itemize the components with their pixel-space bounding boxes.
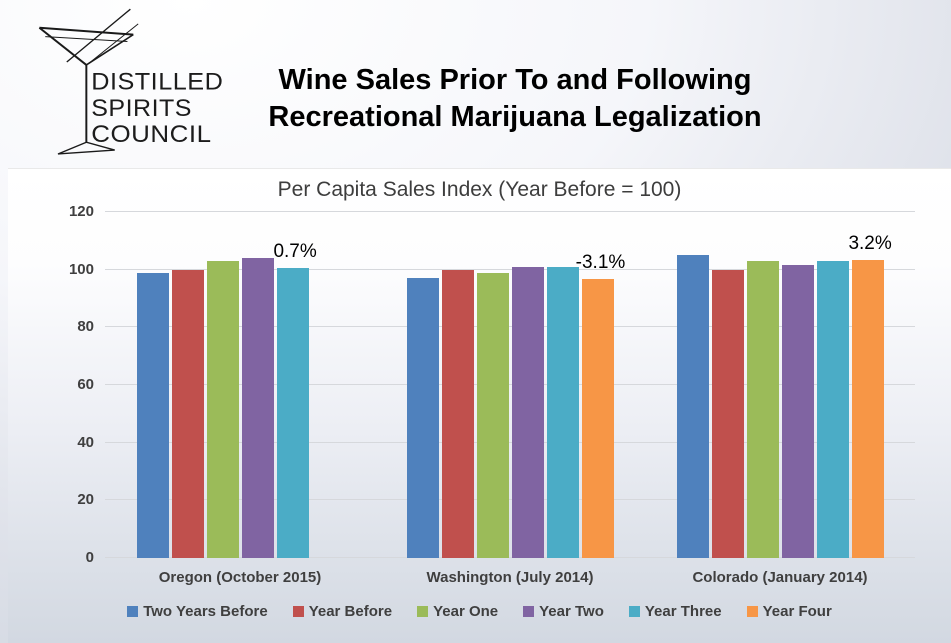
gridline	[105, 441, 915, 443]
slide-title-line1: Wine Sales Prior To and Following	[278, 64, 752, 96]
logo-text-line1: DISTILLED	[91, 68, 223, 95]
bar-year-four: 3.2%	[848, 233, 892, 558]
legend-label: Year One	[433, 603, 499, 620]
bar-year-two	[241, 258, 274, 558]
y-axis-tick-label: 60	[77, 376, 94, 393]
bar-year-two	[781, 265, 814, 558]
bar-group: 3.2%	[645, 212, 915, 558]
bar-group: 0.7%	[105, 212, 375, 558]
gridline	[105, 384, 915, 385]
legend-item: Year Two	[523, 603, 604, 620]
legend-swatch-year-before	[292, 606, 304, 617]
legend-label: Year Three	[644, 603, 722, 620]
chart-panel: Per Capita Sales Index (Year Before = 10…	[8, 168, 951, 643]
legend-label: Year Two	[539, 603, 604, 620]
legend-swatch-two-years-before	[127, 606, 139, 617]
legend-item: Year One	[417, 603, 498, 620]
data-label: 3.2%	[848, 233, 892, 255]
legend-label: Year Before	[308, 603, 393, 620]
chart-title: Per Capita Sales Index (Year Before = 10…	[277, 178, 682, 201]
bar-year-three: 0.7%	[273, 241, 317, 558]
y-axis-tick-label: 80	[77, 318, 94, 336]
x-axis-category-label: Washington (July 2014)	[426, 569, 594, 586]
y-axis-tick-label: 100	[68, 260, 94, 278]
data-label: 0.7%	[273, 240, 317, 262]
slide-title-line2: Recreational Marijuana Legalization	[268, 101, 762, 133]
legend-swatch-year-three	[628, 606, 640, 617]
legend-item: Year Before	[292, 603, 393, 620]
martini-glass-icon: DISTILLED SPIRITS COUNCIL	[38, 8, 223, 155]
bar-year-before	[171, 269, 204, 558]
bar-year-three	[816, 261, 849, 558]
y-axis-tick-label: 20	[77, 491, 94, 509]
legend-label: Two Years Before	[143, 603, 268, 620]
x-axis-category-label: Colorado (January 2014)	[692, 569, 868, 586]
bar-year-three	[546, 266, 579, 558]
legend-item: Year Three	[628, 603, 722, 620]
plot-area: 0.7% -3.1% 3.2%	[105, 211, 915, 558]
y-axis-tick-label: 40	[77, 433, 94, 451]
legend-label: Year Four	[762, 603, 832, 620]
bar-year-before	[441, 269, 474, 558]
distilled-spirits-council-logo: DISTILLED SPIRITS COUNCIL	[12, 4, 237, 166]
gridline	[105, 557, 915, 558]
bar-group: -3.1%	[375, 212, 645, 558]
gridline	[105, 268, 915, 270]
legend-swatch-year-one	[417, 606, 429, 617]
logo-text-line3: COUNCIL	[91, 121, 211, 148]
bar-year-one	[206, 261, 239, 558]
y-axis-tick-label: 120	[68, 203, 94, 220]
data-label: -3.1%	[575, 251, 626, 273]
legend-swatch-year-four	[746, 606, 758, 617]
gridline	[105, 499, 915, 501]
bar-year-before	[711, 269, 744, 558]
legend: Two Years Before Year Before Year One Year …	[8, 603, 951, 620]
y-axis-tick-label: 0	[85, 549, 94, 566]
bar-year-one	[476, 272, 509, 558]
slide-title: Wine Sales Prior To and Following Recrea…	[200, 62, 830, 136]
bar-two-years-before	[136, 272, 169, 558]
logo-text-line2: SPIRITS	[91, 95, 192, 122]
legend-item: Two Years Before	[127, 603, 268, 620]
bar-two-years-before	[406, 278, 439, 558]
gridline	[105, 326, 915, 328]
legend-swatch-year-two	[523, 606, 535, 617]
bar-two-years-before	[676, 255, 709, 558]
legend-item: Year Four	[746, 603, 832, 620]
bar-year-one	[746, 261, 779, 558]
gridline	[105, 211, 915, 212]
bar-year-four: -3.1%	[576, 252, 625, 558]
x-axis-category-label: Oregon (October 2015)	[158, 569, 322, 586]
bar-year-two	[511, 266, 544, 558]
